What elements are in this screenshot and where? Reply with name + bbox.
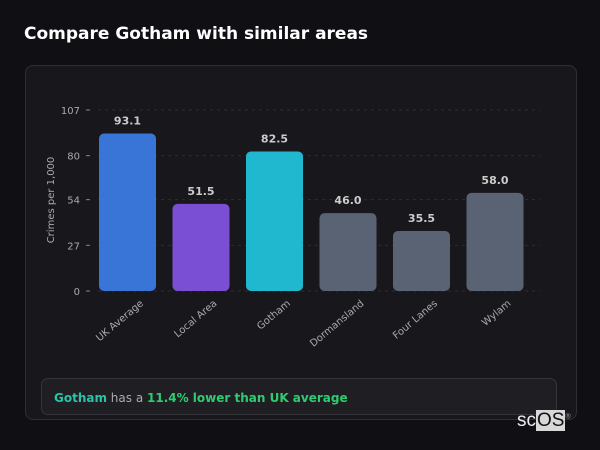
insight-box: Gotham has a 11.4% lower than UK average	[41, 378, 557, 415]
x-tick-label: Wylam	[480, 298, 513, 328]
page-title: Compare Gotham with similar areas	[24, 24, 369, 44]
bar	[99, 133, 156, 291]
bar	[466, 192, 524, 291]
y-axis-label: Crimes per 1,000	[46, 157, 57, 244]
bar-value-label: 58.0	[481, 174, 508, 187]
y-tick-label: 80	[67, 152, 80, 163]
y-tick-label: 0	[74, 287, 80, 298]
bar-value-label: 51.5	[187, 185, 214, 198]
insight-text: has a	[106, 391, 147, 405]
bar	[172, 203, 230, 291]
y-tick-label: 54	[67, 196, 80, 207]
y-tick-label: 107	[61, 106, 80, 117]
bar-value-label: 82.5	[261, 132, 288, 145]
scos-logo: scOS®	[517, 410, 571, 432]
x-tick-label: Local Area	[172, 298, 219, 340]
bar	[393, 230, 450, 291]
y-tick-label: 27	[67, 241, 80, 252]
bar-value-label: 35.5	[408, 212, 435, 225]
bar	[246, 151, 303, 291]
insight-area: Gotham	[54, 391, 107, 405]
logo-prefix: sc	[517, 410, 536, 431]
logo-boxed: OS	[536, 410, 566, 431]
x-tick-label: Gotham	[255, 298, 293, 332]
bar	[319, 213, 377, 291]
x-tick-label: UK Average	[94, 298, 146, 344]
logo-mark: ®	[565, 413, 571, 421]
x-tick-label: Four Lanes	[391, 298, 440, 341]
bar-value-label: 93.1	[114, 115, 141, 128]
insight-comparison: 11.4% lower than UK average	[147, 391, 348, 405]
x-tick-label: Dormansland	[308, 298, 366, 349]
bar-value-label: 46.0	[334, 194, 361, 207]
